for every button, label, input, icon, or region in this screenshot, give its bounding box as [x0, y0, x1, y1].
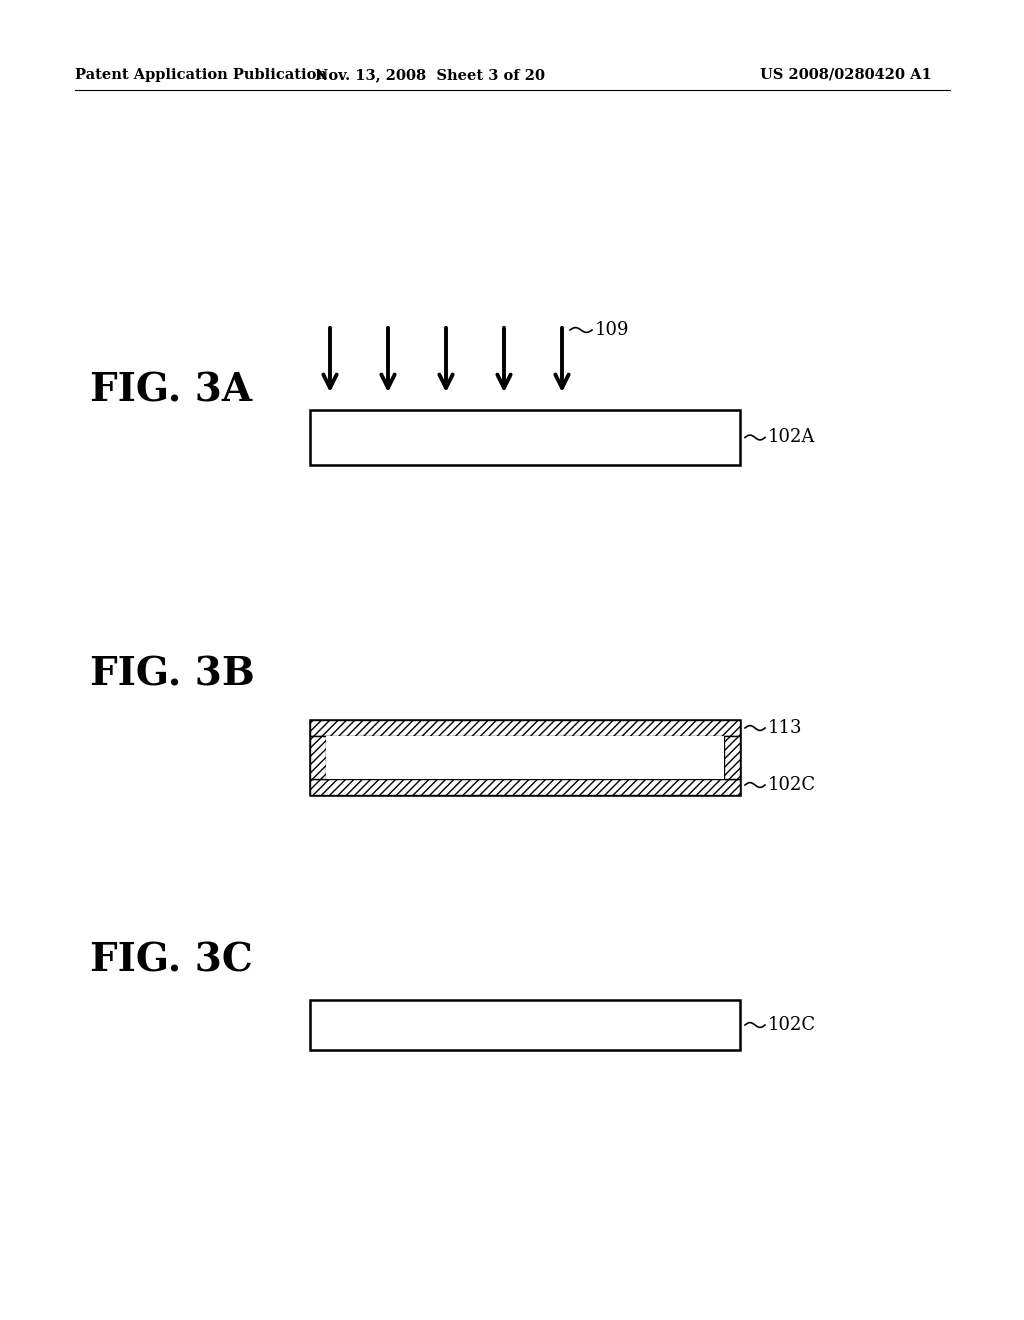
Text: US 2008/0280420 A1: US 2008/0280420 A1: [760, 69, 932, 82]
Bar: [724, 737, 740, 779]
Text: 109: 109: [595, 321, 630, 339]
Bar: [310, 737, 326, 779]
Text: 102C: 102C: [768, 776, 816, 795]
Bar: [310, 719, 740, 737]
Text: Nov. 13, 2008  Sheet 3 of 20: Nov. 13, 2008 Sheet 3 of 20: [315, 69, 545, 82]
Bar: [310, 1001, 740, 1049]
Bar: [310, 719, 740, 795]
Bar: [310, 411, 740, 465]
Bar: [310, 779, 740, 795]
Bar: [310, 719, 740, 737]
Bar: [724, 737, 740, 779]
Text: FIG. 3C: FIG. 3C: [90, 941, 253, 979]
Text: 102C: 102C: [768, 1016, 816, 1034]
Text: 113: 113: [768, 719, 803, 737]
Text: FIG. 3B: FIG. 3B: [90, 656, 255, 694]
Text: FIG. 3A: FIG. 3A: [90, 371, 252, 409]
Bar: [326, 737, 724, 779]
Bar: [310, 779, 740, 795]
Text: Patent Application Publication: Patent Application Publication: [75, 69, 327, 82]
Text: 102A: 102A: [768, 429, 815, 446]
Bar: [310, 737, 326, 779]
